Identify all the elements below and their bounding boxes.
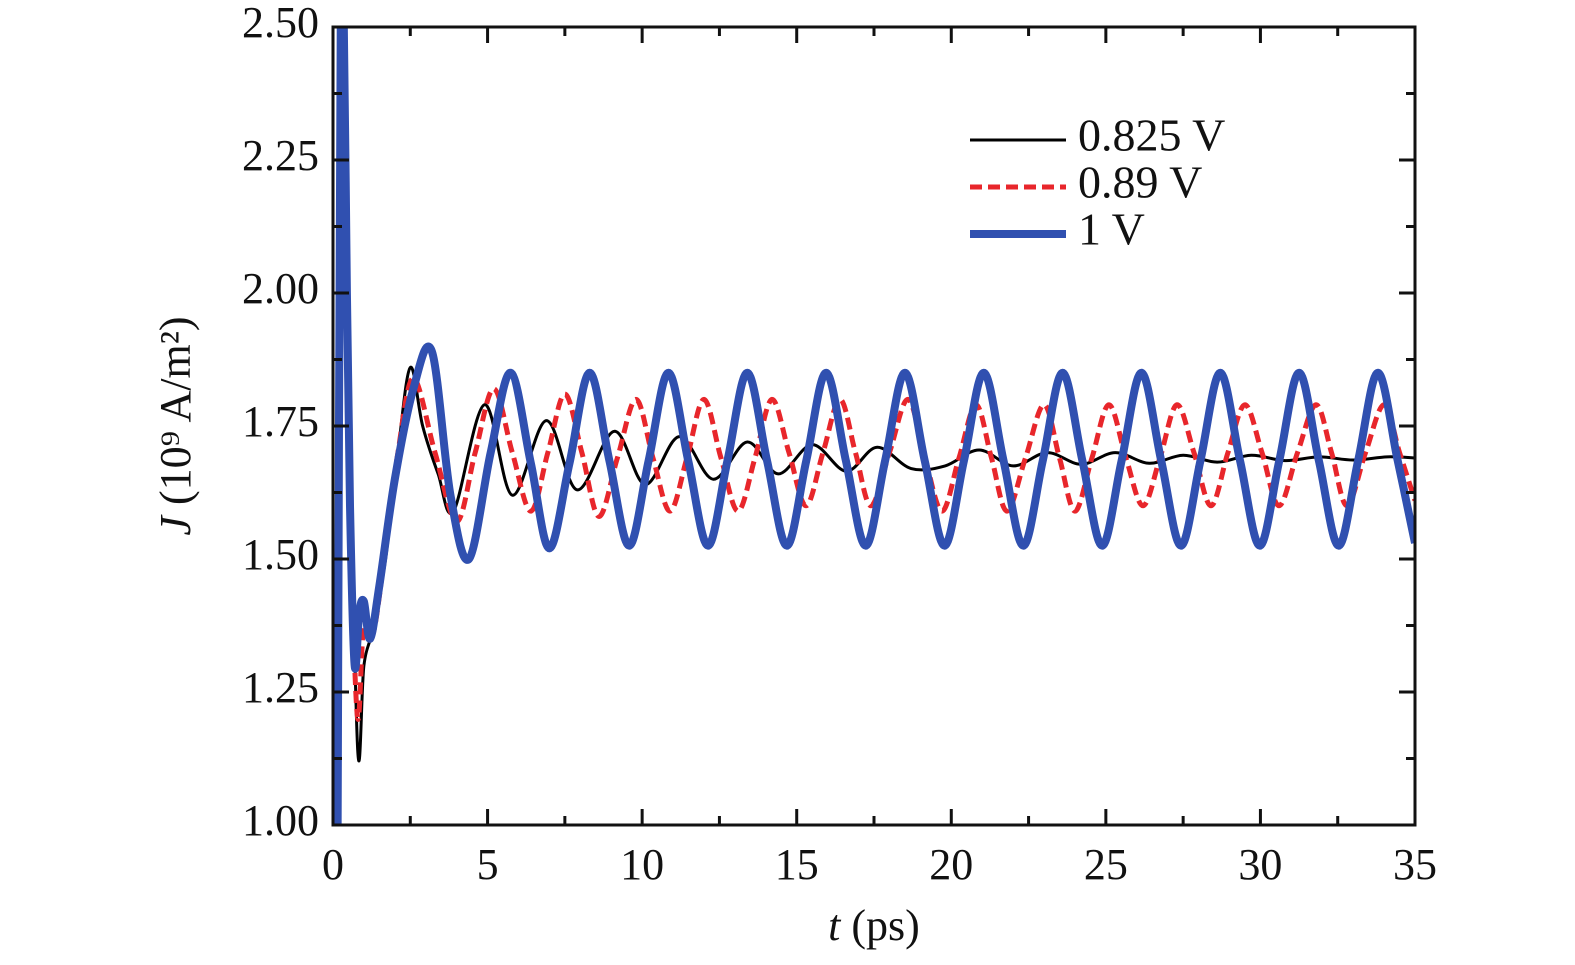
plot-area	[333, 27, 1415, 825]
y-tick-label: 2.25	[242, 131, 319, 180]
y-tick-label: 1.25	[242, 663, 319, 712]
x-tick-label: 0	[322, 840, 344, 889]
series-line	[336, 27, 1415, 722]
x-tick-label: 25	[1084, 840, 1128, 889]
legend-label: 0.825 V	[1078, 110, 1225, 161]
legend-label: 1 V	[1078, 204, 1145, 255]
y-tick-label: 1.75	[242, 397, 319, 446]
x-tick-label: 5	[477, 840, 499, 889]
series-line	[337, 133, 1415, 763]
x-tick-label: 10	[620, 840, 664, 889]
x-tick-label: 35	[1393, 840, 1437, 889]
x-tick-label: 15	[775, 840, 819, 889]
y-tick-label: 1.50	[242, 530, 319, 579]
y-tick-label: 1.00	[242, 796, 319, 845]
x-tick-label: 30	[1238, 840, 1282, 889]
y-axis-label: J (10⁹ A/m²)	[151, 316, 200, 535]
y-tick-label: 2.00	[242, 264, 319, 313]
y-tick-label: 2.50	[242, 0, 319, 47]
x-tick-label: 20	[929, 840, 973, 889]
x-axis-label: t (ps)	[828, 901, 920, 950]
series-line	[333, 27, 1415, 825]
legend-label: 0.89 V	[1078, 157, 1202, 208]
